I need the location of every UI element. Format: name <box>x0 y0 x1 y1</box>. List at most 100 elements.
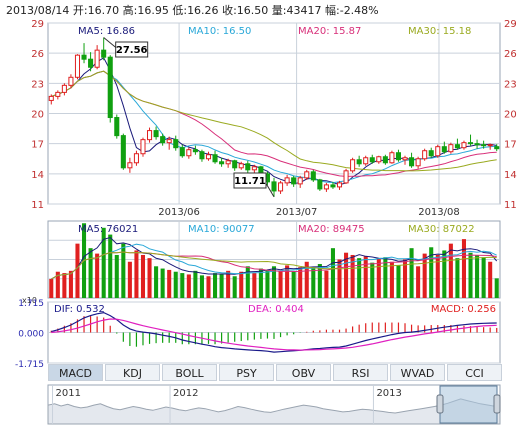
candle-body <box>88 58 94 68</box>
volume-bar <box>121 243 126 298</box>
volume-panel[interactable]: MA5: 76021 MA10: 90077 MA20: 89475 MA30: 87… <box>22 220 501 305</box>
tab-wvad[interactable]: WVAD <box>390 364 445 381</box>
candle-body <box>81 54 87 60</box>
candle-body <box>160 136 166 144</box>
candle-body <box>120 135 126 169</box>
max-box <box>115 41 149 58</box>
volume-bar <box>429 247 434 298</box>
price-legend-ma10: MA10: 16.50 <box>188 26 251 37</box>
price-legend-ma20: MA20: 15.87 <box>298 26 361 37</box>
candle-body <box>68 76 74 86</box>
candle-body <box>363 157 369 165</box>
close-value: 16.50 <box>236 4 269 17</box>
candle-body <box>212 154 218 163</box>
candle-body <box>323 184 329 190</box>
volume-bar <box>448 243 453 298</box>
volume-bar <box>285 265 290 298</box>
candle-body <box>284 177 290 184</box>
volume-bar <box>154 266 159 298</box>
volume-bar <box>193 270 198 298</box>
volume-bar <box>245 266 250 298</box>
low-value: 16.26 <box>187 4 219 17</box>
volume-bar <box>435 254 440 298</box>
volume-bar <box>108 234 113 298</box>
price-x-tick: 2013/07 <box>276 207 318 218</box>
navigator-selection[interactable] <box>439 385 498 424</box>
high-value: 16.95 <box>137 4 169 17</box>
candle-body <box>310 171 316 181</box>
candle-body <box>382 156 388 164</box>
candle-body <box>441 146 447 153</box>
indicator-tabs: MACD KDJ BOLL PSY OBV RSI WVAD CCI <box>48 364 502 382</box>
volume-bar <box>219 274 224 298</box>
volume-legend-ma10: MA10: 90077 <box>188 224 255 235</box>
high-label: 高 <box>122 4 134 17</box>
volume-bar <box>167 269 172 298</box>
volume-bar <box>271 266 277 298</box>
candle-body <box>409 157 415 167</box>
volume-bar <box>337 259 342 298</box>
volume-bar <box>455 258 460 298</box>
navigator-handle-right[interactable] <box>493 394 501 414</box>
price-y-tick-right: 26 <box>504 49 517 60</box>
candle-body <box>186 149 192 157</box>
tab-rsi[interactable]: RSI <box>333 364 388 381</box>
candle-body <box>232 160 238 169</box>
open-label: 开 <box>72 4 84 17</box>
volume-bar <box>258 268 263 298</box>
volume-bar <box>488 261 493 298</box>
tab-kdj[interactable]: KDJ <box>105 364 160 381</box>
volume-bar <box>88 248 93 298</box>
candle-body <box>251 166 257 171</box>
volume-bar <box>475 255 480 298</box>
price-y-tick-right: 14 <box>504 170 517 181</box>
tab-obv[interactable]: OBV <box>276 364 331 381</box>
close-label: 收 <box>222 4 234 17</box>
navigator-area <box>47 398 501 425</box>
price-y-tick-right: 17 <box>504 140 517 151</box>
macd-y-tick: -1.715 <box>15 360 44 370</box>
candle-body <box>369 157 375 163</box>
candle-body <box>494 146 500 150</box>
macd-panel[interactable]: 1.715 0.000 -1.715 DIF: 0.532 DEA: 0.404 MACD… <box>15 299 501 370</box>
tab-boll[interactable]: BOLL <box>162 364 217 381</box>
volume-bar <box>304 261 309 298</box>
price-y-tick-right: 11 <box>504 200 517 211</box>
navigator-handle-left[interactable] <box>436 394 444 414</box>
tab-cci[interactable]: CCI <box>447 364 502 381</box>
volume-bar <box>62 273 67 298</box>
volume-bar <box>49 278 54 298</box>
volume-bar <box>265 269 270 298</box>
volume-bar <box>140 254 146 298</box>
volume-bar <box>468 252 473 298</box>
volume-value: 43417 <box>286 4 322 17</box>
volume-bar <box>127 261 132 298</box>
candle-body <box>94 49 100 68</box>
tab-macd[interactable]: MACD <box>48 364 103 381</box>
candle-body <box>127 162 133 169</box>
price-y-tick-left: 23 <box>31 79 44 90</box>
tab-psy[interactable]: PSY <box>219 364 274 381</box>
candle-body <box>297 177 303 185</box>
volume-bar <box>239 271 244 298</box>
volume-bar <box>206 276 211 298</box>
volume-bar <box>344 252 349 298</box>
volume-bar <box>134 250 139 298</box>
price-panel[interactable]: 29 29 26 26 23 23 20 20 17 17 14 14 11 11 2013/06 2013/… <box>31 19 516 218</box>
candle-body <box>219 161 225 165</box>
navigator-year-label: 2011 <box>56 388 81 399</box>
candle-body <box>474 143 480 146</box>
candle-body <box>192 149 198 153</box>
volume-bar <box>180 273 185 298</box>
range-navigator[interactable]: 2011 2012 2013 <box>47 384 501 425</box>
volume-bar <box>376 259 381 298</box>
volume-bar <box>291 271 296 298</box>
volume-bar <box>422 253 427 298</box>
volume-bar <box>317 264 322 298</box>
volume-bar <box>278 270 283 298</box>
volume-label: 量 <box>271 4 283 17</box>
open-value: 16.70 <box>87 4 120 17</box>
volume-bar <box>226 270 231 298</box>
price-ma30-line <box>51 70 497 172</box>
